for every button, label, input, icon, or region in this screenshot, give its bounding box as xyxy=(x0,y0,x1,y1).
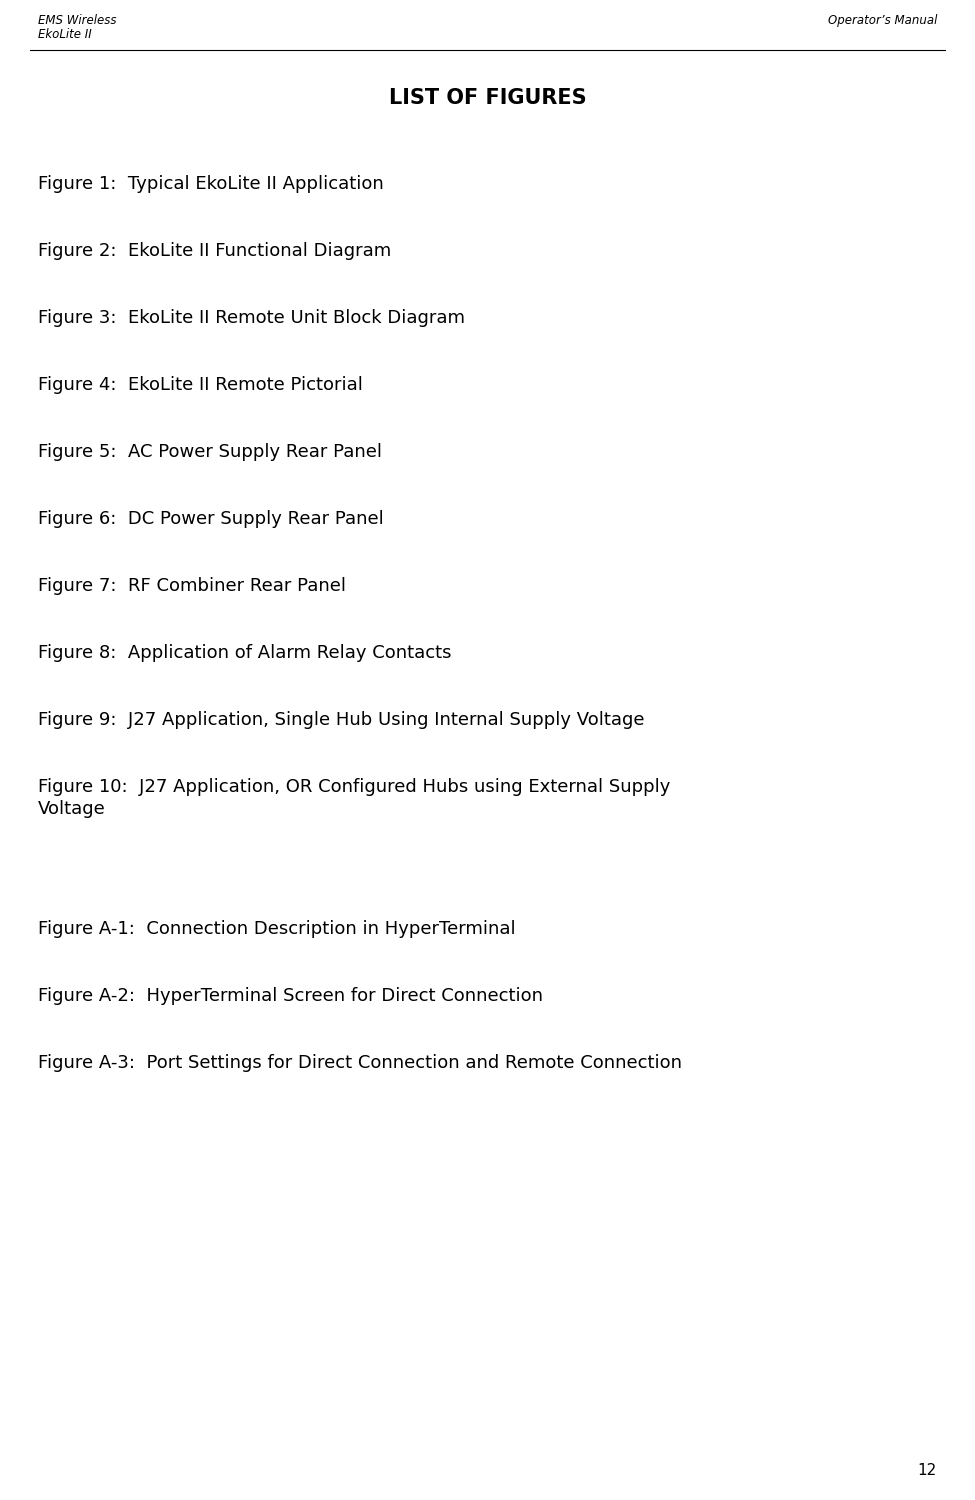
Text: Operator’s Manual: Operator’s Manual xyxy=(828,13,937,27)
Text: 12: 12 xyxy=(917,1462,937,1478)
Text: EkoLite II: EkoLite II xyxy=(38,28,92,40)
Text: Figure A-3:  Port Settings for Direct Connection and Remote Connection: Figure A-3: Port Settings for Direct Con… xyxy=(38,1054,682,1072)
Text: Figure 10:  J27 Application, OR Configured Hubs using External Supply
Voltage: Figure 10: J27 Application, OR Configure… xyxy=(38,778,671,818)
Text: EMS Wireless: EMS Wireless xyxy=(38,13,116,27)
Text: Figure 1:  Typical EkoLite II Application: Figure 1: Typical EkoLite II Application xyxy=(38,176,384,194)
Text: Figure 3:  EkoLite II Remote Unit Block Diagram: Figure 3: EkoLite II Remote Unit Block D… xyxy=(38,309,465,327)
Text: Figure A-2:  HyperTerminal Screen for Direct Connection: Figure A-2: HyperTerminal Screen for Dir… xyxy=(38,987,543,1005)
Text: Figure 5:  AC Power Supply Rear Panel: Figure 5: AC Power Supply Rear Panel xyxy=(38,442,382,460)
Text: LIST OF FIGURES: LIST OF FIGURES xyxy=(389,88,586,108)
Text: Figure 8:  Application of Alarm Relay Contacts: Figure 8: Application of Alarm Relay Con… xyxy=(38,644,451,662)
Text: Figure 6:  DC Power Supply Rear Panel: Figure 6: DC Power Supply Rear Panel xyxy=(38,510,384,528)
Text: Figure 4:  EkoLite II Remote Pictorial: Figure 4: EkoLite II Remote Pictorial xyxy=(38,376,363,394)
Text: Figure 9:  J27 Application, Single Hub Using Internal Supply Voltage: Figure 9: J27 Application, Single Hub Us… xyxy=(38,711,644,729)
Text: Figure 2:  EkoLite II Functional Diagram: Figure 2: EkoLite II Functional Diagram xyxy=(38,242,391,260)
Text: Figure A-1:  Connection Description in HyperTerminal: Figure A-1: Connection Description in Hy… xyxy=(38,920,516,938)
Text: Figure 7:  RF Combiner Rear Panel: Figure 7: RF Combiner Rear Panel xyxy=(38,578,346,596)
